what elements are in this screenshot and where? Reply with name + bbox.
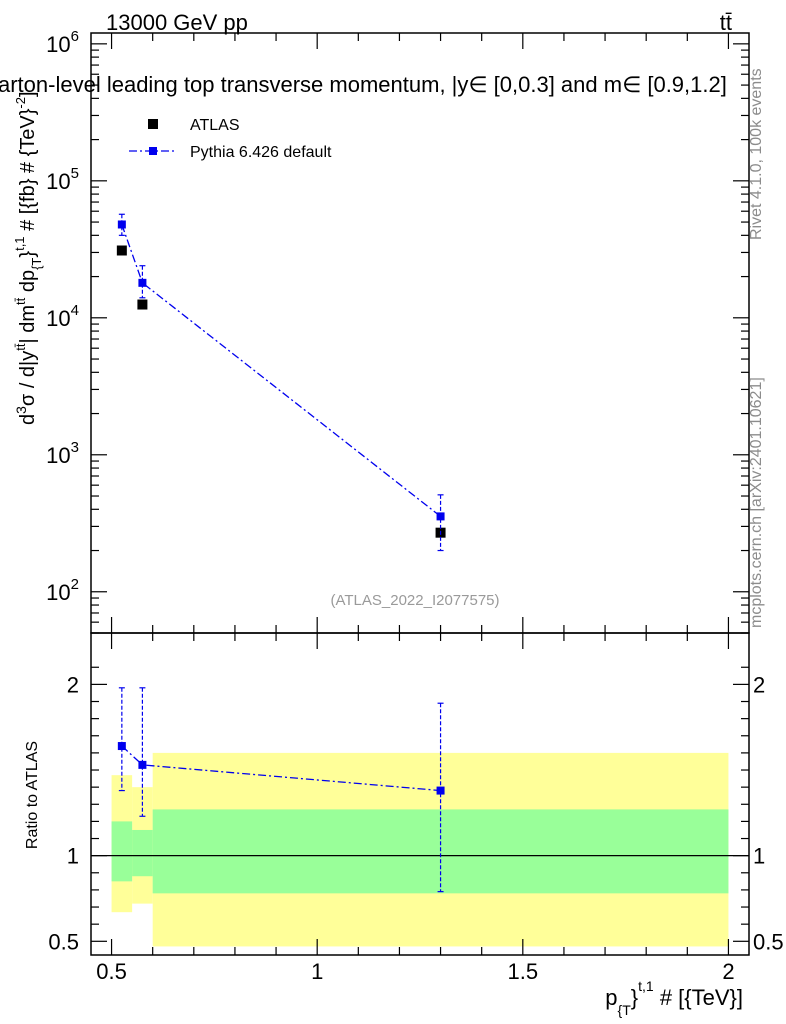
x-tick-label: 0.5 <box>96 959 127 984</box>
ratio-y-tick-label-right: 2 <box>753 672 765 697</box>
ratio-data-point <box>138 760 147 769</box>
energy-label: 13000 GeV pp <box>106 10 248 35</box>
uncertainty-band-bin <box>132 829 153 877</box>
process-label: tt̄ <box>720 10 732 35</box>
x-tick-label: 2 <box>722 959 734 984</box>
main-panel: 102 103 104 105 106 ATLAS Pythia 6.426 default <box>46 28 750 634</box>
x-tick-label: 1.5 <box>508 959 539 984</box>
x-tick-label: 1 <box>311 959 323 984</box>
ratio-y-tick-label: 1 <box>67 844 79 869</box>
x-axis-title: p{T}t,1 # [{TeV}] <box>605 978 743 1018</box>
y-tick-label: 105 <box>46 165 79 194</box>
uncertainty-band-bin <box>111 821 133 882</box>
ratio-y-tick-label: 2 <box>67 672 79 697</box>
legend-entry: Pythia 6.426 default <box>129 144 332 161</box>
legend-marker <box>148 119 158 129</box>
ratio-data-point <box>117 742 126 751</box>
ratio-panel: 0.5 1 1.5 2 0.5 0.5 1 1 2 2 <box>48 632 784 984</box>
y-tick-label: 106 <box>46 28 79 57</box>
mc-data-point <box>436 512 445 521</box>
atlas-data-point <box>137 299 148 310</box>
mc-data-point <box>138 278 147 287</box>
mc-series-line <box>121 224 441 517</box>
ratio-y-axis-title: Ratio to ATLAS <box>24 741 41 849</box>
plot-title: arton-level leading top transverse momen… <box>0 72 727 97</box>
legend: ATLAS Pythia 6.426 default <box>129 117 332 161</box>
main-y-axis-title: d3σ / d|ytt̄| dmtt̄ dp{T}t,1 # [{fb} # {… <box>12 91 44 425</box>
legend-marker <box>149 147 157 155</box>
ratio-y-tick-label: 0.5 <box>48 929 79 954</box>
ratio-plot-frame <box>90 632 750 956</box>
rivet-version-label: Rivet 4.1.0, 100k events <box>748 68 765 240</box>
y-tick-label: 103 <box>46 439 79 468</box>
legend-entry: ATLAS <box>148 117 240 134</box>
analysis-watermark: (ATLAS_2022_I2077575) <box>330 592 499 609</box>
atlas-data-point <box>116 245 127 256</box>
ratio-y-tick-label-right: 0.5 <box>753 929 784 954</box>
y-tick-label: 104 <box>46 302 79 331</box>
legend-label: Pythia 6.426 default <box>190 144 332 161</box>
legend-label: ATLAS <box>190 117 240 134</box>
ratio-data-point <box>436 786 445 795</box>
ratio-y-tick-label-right: 1 <box>753 844 765 869</box>
source-label: mcplots.cern.ch [arXiv:2401.10621] <box>748 377 765 628</box>
mc-data-point <box>117 220 126 229</box>
y-tick-label: 102 <box>46 576 79 605</box>
